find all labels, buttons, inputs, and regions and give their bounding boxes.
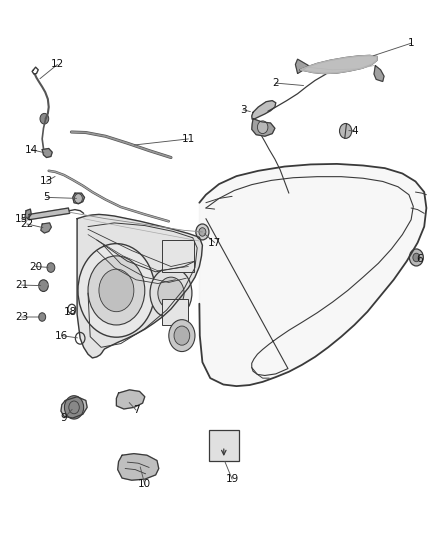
Circle shape [413, 253, 420, 262]
FancyBboxPatch shape [162, 300, 187, 325]
Text: 23: 23 [15, 312, 28, 322]
FancyBboxPatch shape [208, 430, 239, 461]
Text: 5: 5 [43, 192, 50, 203]
Circle shape [174, 326, 190, 345]
Polygon shape [252, 119, 275, 136]
Polygon shape [42, 149, 52, 158]
Circle shape [69, 401, 79, 414]
Polygon shape [41, 223, 51, 233]
Polygon shape [29, 208, 70, 220]
Text: 1: 1 [408, 38, 414, 48]
Polygon shape [118, 454, 159, 480]
Text: 21: 21 [15, 280, 28, 290]
Polygon shape [25, 209, 31, 219]
Text: 10: 10 [138, 480, 152, 489]
Text: 3: 3 [240, 104, 246, 115]
Circle shape [199, 228, 206, 236]
Text: 19: 19 [226, 474, 239, 484]
Polygon shape [300, 55, 377, 74]
Circle shape [78, 244, 155, 337]
Circle shape [40, 114, 49, 124]
Polygon shape [73, 193, 85, 204]
Text: 18: 18 [64, 306, 77, 317]
Text: 7: 7 [133, 405, 139, 415]
Circle shape [158, 277, 184, 309]
Circle shape [196, 224, 209, 240]
Circle shape [39, 313, 46, 321]
Text: 20: 20 [29, 262, 42, 271]
FancyBboxPatch shape [162, 240, 194, 272]
Circle shape [410, 249, 424, 266]
Polygon shape [61, 397, 87, 418]
Circle shape [169, 320, 195, 352]
Text: 16: 16 [55, 330, 68, 341]
Text: 15: 15 [15, 214, 28, 224]
Text: 4: 4 [351, 126, 358, 136]
Polygon shape [77, 214, 202, 358]
Circle shape [339, 124, 352, 139]
Text: 9: 9 [61, 413, 67, 423]
Circle shape [39, 280, 48, 292]
Text: 14: 14 [25, 144, 38, 155]
Circle shape [64, 395, 84, 419]
Text: 22: 22 [20, 219, 34, 229]
Polygon shape [295, 59, 308, 74]
Circle shape [258, 121, 268, 134]
Circle shape [47, 263, 55, 272]
Circle shape [74, 193, 82, 203]
Polygon shape [199, 164, 426, 386]
Circle shape [150, 268, 192, 319]
Text: 17: 17 [208, 238, 221, 247]
Circle shape [99, 269, 134, 312]
Text: 6: 6 [417, 254, 423, 263]
Text: 2: 2 [272, 78, 279, 88]
Text: 11: 11 [182, 134, 195, 144]
Polygon shape [252, 101, 276, 119]
Polygon shape [374, 66, 384, 82]
Text: 12: 12 [51, 60, 64, 69]
Circle shape [88, 256, 145, 325]
Polygon shape [117, 390, 145, 409]
Text: 13: 13 [40, 176, 53, 187]
